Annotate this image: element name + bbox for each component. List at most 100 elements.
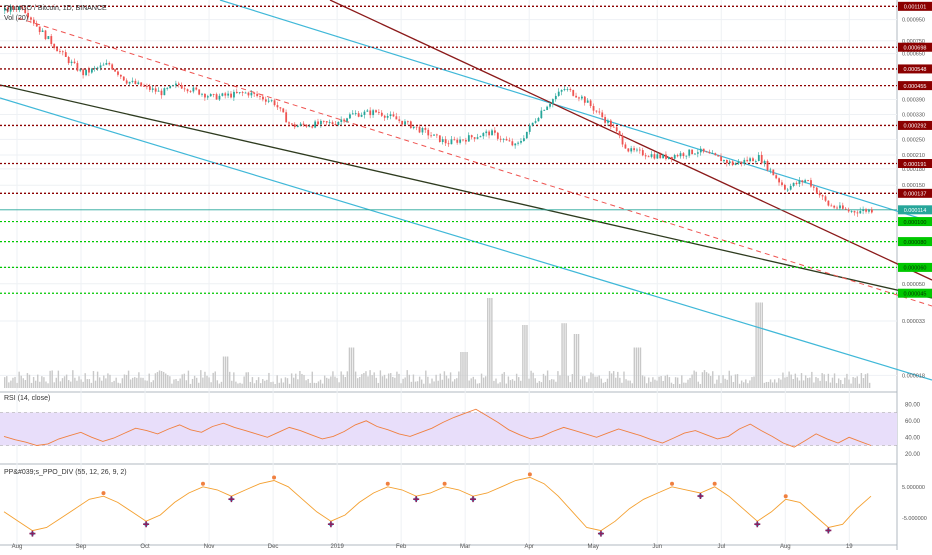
volume-bar [681,375,683,388]
volume-bar [771,382,774,388]
candle-down [488,131,491,136]
volume-bar [685,382,687,388]
candle-down [470,135,473,138]
volume-bar [802,380,805,388]
volume-bar [264,380,266,388]
candle-down [331,122,334,125]
candle-up [491,130,493,136]
candle-down [453,139,456,141]
volume-bar [10,380,12,388]
candle-up [459,139,462,143]
candle-up [557,91,560,96]
volume-bar [472,376,474,388]
volume-bar [800,373,803,388]
time-axis[interactable]: Aug Sep Oct Nov Dec 2019 Feb Mar Apr May Jun Jul Aug… [12,544,854,550]
candle-down [293,124,296,128]
candle-down [871,209,873,213]
volume-bar [266,379,268,388]
candle-down [148,86,151,90]
volume-bar [171,383,173,388]
candle-down [447,143,450,145]
candle-up [804,180,807,183]
volume-bar [759,302,761,388]
volume-bar [346,371,349,388]
candle-down [82,69,85,76]
volume-bar [313,382,316,388]
median-dashed-line [17,17,932,307]
candle-up [90,68,93,73]
candle-down [833,205,836,208]
volume-bar [140,377,142,388]
volume-bar [429,383,431,388]
volume-bar [435,374,437,388]
grid [0,0,898,550]
candle-down [53,44,56,48]
volume-bar [658,376,660,388]
volume-bar [412,374,415,388]
volume-bar [162,371,165,388]
volume-bar [536,382,538,388]
volume-bar [505,383,508,388]
candle-down [815,187,818,194]
candle-up [668,156,670,159]
volume-bar [423,383,425,388]
volume-bar [534,378,536,388]
y-tick-label: 0.000750 [902,39,925,45]
volume-bar [557,371,559,388]
candle-down [38,26,41,33]
candle-up [169,85,172,89]
volume-bar [293,377,295,388]
ppo-title[interactable]: PP&#039;s_PPO_DIV (55, 12, 26, 9, 2) [4,469,127,476]
candle-up [723,159,725,162]
candle-up [175,83,177,86]
candle-down [125,80,128,84]
candle-up [798,180,801,185]
volume-bar [420,379,423,388]
ppo-tick-label: 5.000000 [902,485,925,491]
volume-bar [515,373,518,388]
volume-label[interactable]: Vol (20) [4,15,28,22]
volume-bar [24,380,27,388]
volume-bar [195,377,198,388]
candle-up [250,92,253,96]
volume-bar [780,379,782,388]
candle-down [641,150,644,156]
volume-bar [183,373,185,388]
candle-up [386,115,389,118]
volume-bar [858,383,861,388]
volume-bar [809,377,811,388]
volume-bar [507,376,510,388]
candle-up [18,6,21,10]
candle-down [369,110,372,116]
volume-bar [662,380,664,388]
symbol-title[interactable]: QtumGO / Bitcoin, 1D, BINANCE [4,5,107,12]
candle-down [276,105,279,108]
volume-bar [387,373,390,388]
candle-up [9,6,12,12]
candle-up [502,138,505,140]
volume-bar [819,380,821,388]
volume-bar [396,371,398,388]
volume-bar [315,383,318,388]
candle-up [485,131,488,134]
volume-bar [61,378,64,388]
volume-bar [513,380,516,388]
candle-up [4,7,6,11]
candle-up [552,99,554,104]
candle-down [598,111,601,113]
candle-down [285,112,288,123]
candle-down [195,87,198,90]
candle-down [177,83,180,86]
candle-up [563,89,566,91]
candle-up [650,154,653,157]
volume-bar [185,380,188,388]
volume-bar [348,347,351,388]
volume-bar [612,371,615,388]
volume-bar [90,382,93,388]
rsi-title[interactable]: RSI (14, close) [4,395,50,402]
candle-up [694,153,696,155]
candle-down [334,124,337,125]
volume-bar [689,377,691,388]
